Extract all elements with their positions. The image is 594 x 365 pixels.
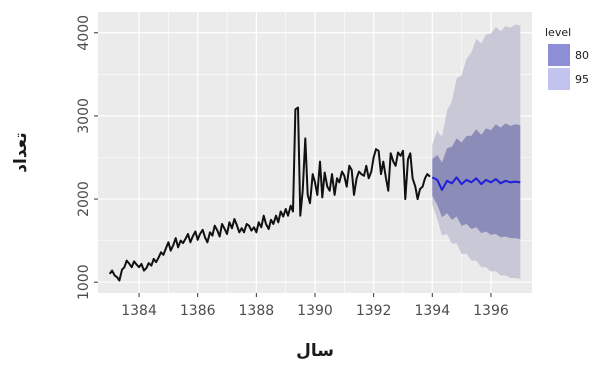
x-tick-label: 1394 [414,303,450,319]
x-tick-label: 1388 [239,303,275,319]
legend-label-95: 95 [575,73,589,86]
x-tick-label: 1396 [473,303,509,319]
y-axis-title: تعداد [11,132,31,172]
y-tick-label: 2000 [76,181,92,217]
legend-title: level [545,26,571,39]
forecast-mean-line [431,176,521,191]
legend-key-80 [548,44,570,66]
x-tick-label: 1384 [121,303,157,319]
y-tick-label: 3000 [76,98,92,134]
actual-series-line [108,106,431,282]
x-tick-label: 1392 [356,303,392,319]
legend-label-80: 80 [575,49,589,62]
legend: level 80 95 [545,26,589,90]
y-tick-label: 4000 [76,15,92,51]
y-tick-label: 1000 [76,264,92,300]
prediction-intervals [432,24,521,279]
band-80 [432,123,521,239]
x-tick-label: 1386 [180,303,216,319]
x-axis-title: سال [296,341,334,361]
x-tick-label: 1390 [297,303,333,319]
axes: 1384 1386 1388 1390 1392 1394 1396 1000 2000 3000… [76,15,509,319]
series-lines [108,106,521,282]
legend-key-95 [548,68,570,90]
